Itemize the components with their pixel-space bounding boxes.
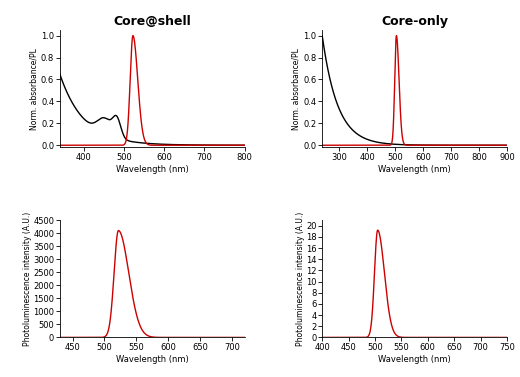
X-axis label: Wavelength (nm): Wavelength (nm)	[378, 355, 451, 364]
Title: Core-only: Core-only	[381, 15, 448, 28]
Y-axis label: Photoluminescence intensity (A.U.): Photoluminescence intensity (A.U.)	[296, 211, 305, 346]
X-axis label: Wavelength (nm): Wavelength (nm)	[116, 165, 189, 174]
Title: Core@shell: Core@shell	[113, 15, 191, 28]
X-axis label: Wavelength (nm): Wavelength (nm)	[378, 165, 451, 174]
Y-axis label: Norm. absorbance/PL: Norm. absorbance/PL	[29, 48, 38, 130]
X-axis label: Wavelength (nm): Wavelength (nm)	[116, 355, 189, 364]
Y-axis label: Photoluminescence intensity (A.U.): Photoluminescence intensity (A.U.)	[23, 211, 32, 346]
Y-axis label: Norm. absorbance/PL: Norm. absorbance/PL	[292, 48, 301, 130]
